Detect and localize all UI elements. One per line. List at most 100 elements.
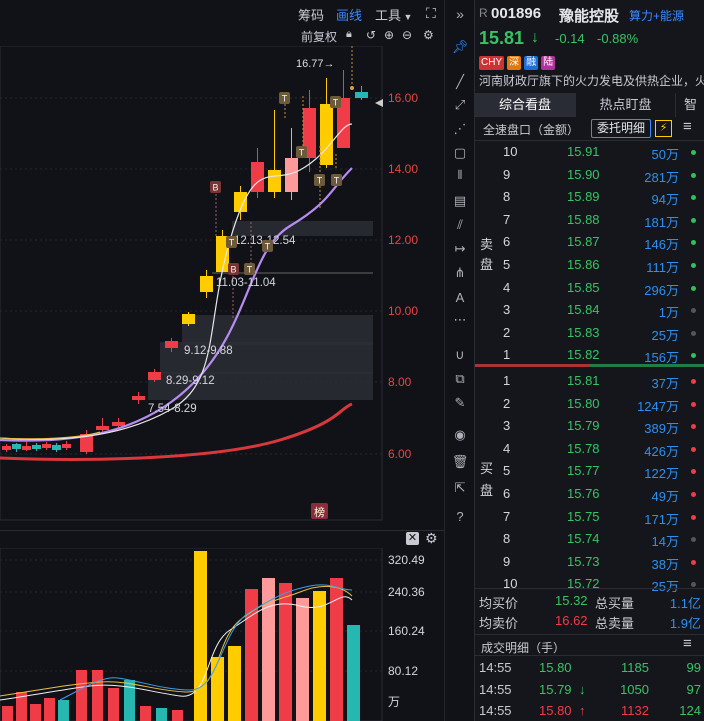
close-icon[interactable]: ✕ (406, 532, 419, 545)
book-mode-label[interactable]: 全速盘口（金额） (483, 123, 580, 137)
undo-icon[interactable]: ↺ (366, 28, 377, 42)
trade-marker-label: T (247, 265, 253, 275)
sell-level-row[interactable]: 2 15.83 25万 (501, 322, 704, 345)
chips-button[interactable]: 筹码 (298, 8, 325, 23)
menu-icon[interactable]: ≡ (683, 118, 692, 135)
edit-icon[interactable]: ✎ (454, 395, 466, 410)
book-divider (475, 364, 704, 367)
candle-body (182, 314, 195, 324)
trade-row[interactable]: 14:55 15.80 ↑ 1132 124 (475, 701, 704, 721)
price-pointer-icon (375, 99, 383, 107)
volume-settings-icon[interactable]: ⚙ (425, 530, 438, 546)
level-dot (691, 469, 696, 475)
buy-level-row[interactable]: 1 15.81 37万 (501, 370, 704, 393)
buy-level-row[interactable]: 7 15.75 171万 (501, 506, 704, 529)
price-tick: 12.00 (388, 233, 418, 247)
trade-marker (228, 263, 239, 275)
volume-chart[interactable]: 320.49 240.36 160.24 80.12 万 (0, 548, 444, 721)
buy-level-row[interactable]: 4 15.78 426万 (501, 438, 704, 461)
eye-icon[interactable]: ◉ (454, 427, 466, 442)
level-number: 1 (503, 373, 511, 388)
wave-tool-icon[interactable]: ⋔ (454, 265, 466, 280)
level-volume: 389万 (644, 421, 679, 437)
trade-row[interactable]: 14:55 15.80 1185 99 (475, 658, 704, 679)
shenzhen-tag: 深 (507, 56, 522, 70)
sell-level-row[interactable]: 6 15.87 146万 (501, 231, 704, 254)
buy-level-row[interactable]: 9 15.73 38万 (501, 551, 704, 574)
level-volume: 281万 (644, 169, 679, 185)
trade-row[interactable]: 14:55 15.79 ↓ 1050 97 (475, 680, 704, 701)
buy-level-row[interactable]: 10 15.72 25万 (501, 573, 704, 596)
zoom-in-icon[interactable]: ⊕ (384, 28, 395, 42)
candle-body (52, 445, 61, 450)
buy-level-row[interactable]: 5 15.77 122万 (501, 460, 704, 483)
collapse-icon[interactable]: » (456, 6, 464, 22)
sell-level-row[interactable]: 9 15.90 281万 (501, 164, 704, 187)
chy-tag: CHY (479, 56, 505, 70)
measure-tool-icon[interactable]: ↦ (454, 241, 466, 256)
tab-hotspot[interactable]: 热点盯盘 (575, 93, 675, 117)
help-icon[interactable]: ? (456, 508, 464, 524)
level-volume: 1247万 (637, 398, 679, 414)
sell-level-row[interactable]: 10 15.91 50万 (501, 141, 704, 164)
rank-badge (311, 503, 328, 519)
volume-ma-blue (59, 584, 353, 701)
pin-icon[interactable]: 📌︎ (451, 39, 469, 54)
level-volume: 94万 (651, 192, 679, 208)
level-dot (691, 150, 696, 155)
line-tool-icon[interactable]: ╱ (456, 74, 464, 89)
volume-bar (16, 692, 27, 721)
trade-price: 15.79 (539, 681, 572, 697)
tab-overview[interactable]: 综合看盘 (475, 93, 575, 117)
ray-tool-icon[interactable]: ⤢ (454, 97, 466, 112)
parallel-tool-icon[interactable]: ▤ (453, 193, 467, 208)
settings-icon[interactable]: ⚙ (423, 28, 434, 42)
stock-name[interactable]: 豫能控股 (559, 8, 620, 25)
lock-icon[interactable]: 🔒︎ (346, 28, 352, 40)
level-dot (691, 195, 696, 201)
sell-level-row[interactable]: 4 15.85 296万 (501, 277, 704, 300)
order-detail-button[interactable]: 委托明细 (591, 119, 651, 138)
rect-tool-icon[interactable]: ▢ (453, 145, 467, 160)
buy-level-row[interactable]: 6 15.76 49万 (501, 483, 704, 506)
volume-bar (140, 706, 151, 721)
sell-level-row[interactable]: 5 15.86 111万 (501, 254, 704, 277)
candle-body (165, 341, 178, 348)
stock-description[interactable]: 河南财政厅旗下的火力发电及供热企业，火 (479, 74, 704, 88)
price-tick: 14.00 (388, 162, 418, 176)
copy-icon[interactable]: ⧉ (455, 371, 465, 386)
price-adjust-select[interactable]: 前复权 (301, 30, 338, 44)
tab-more[interactable]: 智 (675, 93, 704, 117)
level-volume: 146万 (644, 237, 679, 253)
channel-tool-icon[interactable]: ⋰ (453, 121, 467, 136)
candle-body (234, 192, 247, 212)
sell-level-row[interactable]: 1 15.82 156万 (501, 344, 704, 367)
zoom-out-icon[interactable]: ⊖ (402, 28, 413, 42)
tools-menu[interactable]: 工具 ▼ (375, 5, 412, 24)
sell-level-row[interactable]: 7 15.88 181万 (501, 209, 704, 232)
concept-link[interactable]: 算力+能源 (629, 9, 685, 23)
level-price: 15.90 (567, 166, 600, 182)
text-tool-icon[interactable]: A (455, 289, 465, 305)
magnet-icon[interactable]: ∪ (455, 347, 465, 362)
chart-area[interactable]: 筹码 画线 工具 ▼ ⛶ 前复权 🔒︎ ↺ ⊕ ⊖ ⚙ 16.00 14.00 12… (0, 0, 444, 721)
fullscreen-icon[interactable]: ⛶ (426, 5, 436, 21)
candle-body (96, 426, 109, 430)
fib-tool-icon[interactable]: 𝍪 (457, 167, 463, 182)
gann-tool-icon[interactable]: ⫽ (457, 217, 463, 232)
volume-bar (347, 625, 360, 721)
more-tools-icon[interactable]: ⋯ (453, 312, 467, 327)
draw-line-button[interactable]: 画线 (336, 8, 363, 23)
gap-label: 11.03-11.04 (216, 277, 276, 289)
buy-level-row[interactable]: 2 15.80 1247万 (501, 393, 704, 416)
trash-icon[interactable]: 🗑︎ (451, 454, 469, 469)
buy-level-row[interactable]: 8 15.74 14万 (501, 528, 704, 551)
level-price: 15.89 (567, 189, 600, 205)
trades-menu-icon[interactable]: ≡ (683, 635, 692, 652)
sell-level-row[interactable]: 3 15.84 1万 (501, 299, 704, 322)
buy-level-row[interactable]: 3 15.79 389万 (501, 415, 704, 438)
sell-level-row[interactable]: 8 15.89 94万 (501, 186, 704, 209)
export-icon[interactable]: ⇱ (454, 480, 466, 495)
lightning-icon[interactable]: ⚡ (655, 120, 672, 137)
